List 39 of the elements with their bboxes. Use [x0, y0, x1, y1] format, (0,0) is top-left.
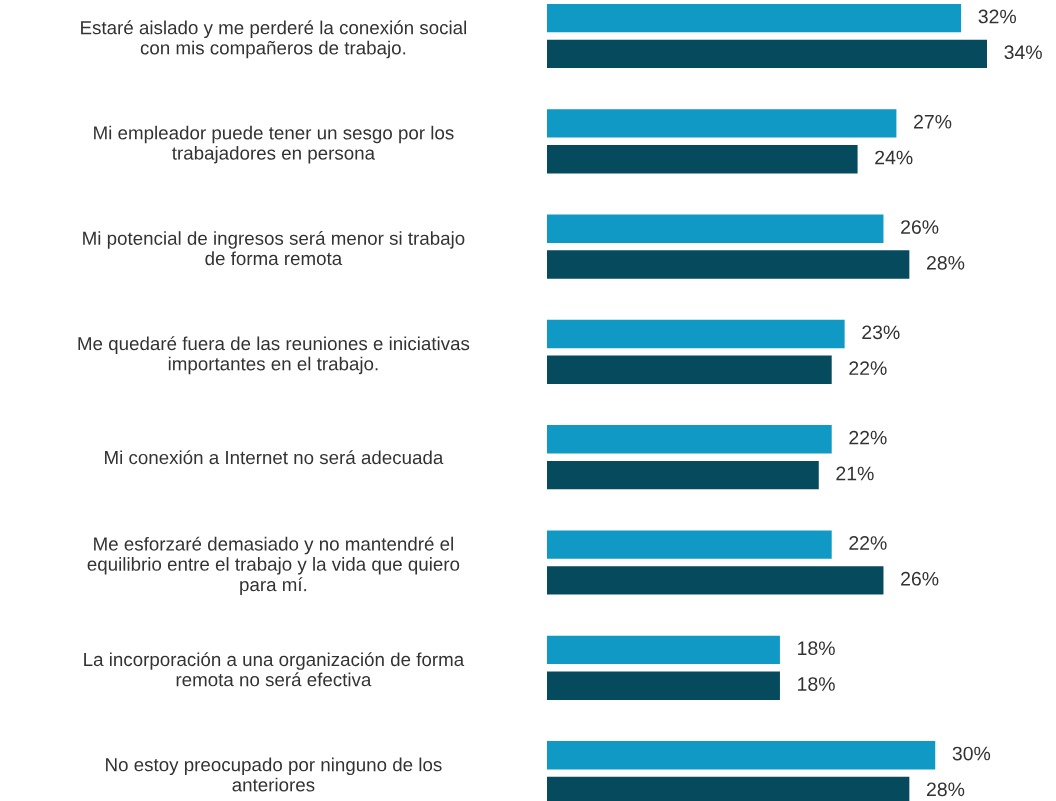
y-tick-label: No estoy preocupado por ninguno de los anteriores: [106, 757, 442, 792]
y-tick-label: La incorporación a una organización de forma remota no será efectiva: [84, 652, 465, 687]
bar: [547, 250, 910, 279]
bar: [547, 530, 832, 559]
bar: [547, 671, 780, 700]
y-tick-label: Estaré aislado y me perderé la conexión social con mis compañeros de trabajo.: [81, 20, 466, 59]
data-label: 18%: [798, 641, 835, 656]
data-label: 22%: [849, 361, 887, 375]
bar: [547, 39, 987, 69]
data-label: 30%: [952, 746, 991, 761]
data-label: 26%: [901, 571, 939, 586]
data-label: 21%: [836, 466, 874, 481]
data-label: 22%: [849, 430, 887, 445]
data-label: 28%: [927, 782, 965, 797]
data-label: 32%: [978, 9, 1017, 24]
bar: [547, 635, 780, 665]
bar: [547, 109, 897, 138]
bar: [547, 355, 832, 385]
y-tick-label: Mi conexión a Internet no será adecuada: [105, 450, 444, 465]
y-tick-label: Me quedaré fuera de las reuniones e iniciativas importantes en el trabajo.: [78, 336, 470, 375]
bar: [547, 425, 832, 454]
bar: [547, 214, 884, 243]
bar: [547, 566, 884, 595]
data-label: 18%: [798, 677, 835, 691]
bar: [547, 144, 858, 174]
data-label: 34%: [1004, 45, 1042, 60]
bar: [547, 319, 845, 349]
y-tick-label: Mi potencial de ingresos será menor si trabajo de forma remota: [83, 230, 465, 266]
data-label: 22%: [849, 536, 887, 550]
bar: [547, 3, 962, 33]
data-label: 23%: [862, 325, 900, 340]
data-label: 27%: [914, 114, 952, 129]
y-tick-label: Me esforzaré demasiado y no mantendré el equilibrio entre el trabajo y la vida que quiero para mí.: [87, 536, 460, 595]
data-label: 26%: [901, 220, 939, 234]
data-label: 24%: [875, 150, 913, 165]
bar: [547, 740, 936, 770]
y-tick-label: Mi empleador puede tener un sesgo por los trabajadores en persona: [94, 125, 454, 164]
data-label: 28%: [927, 255, 965, 270]
bar: [547, 460, 819, 490]
